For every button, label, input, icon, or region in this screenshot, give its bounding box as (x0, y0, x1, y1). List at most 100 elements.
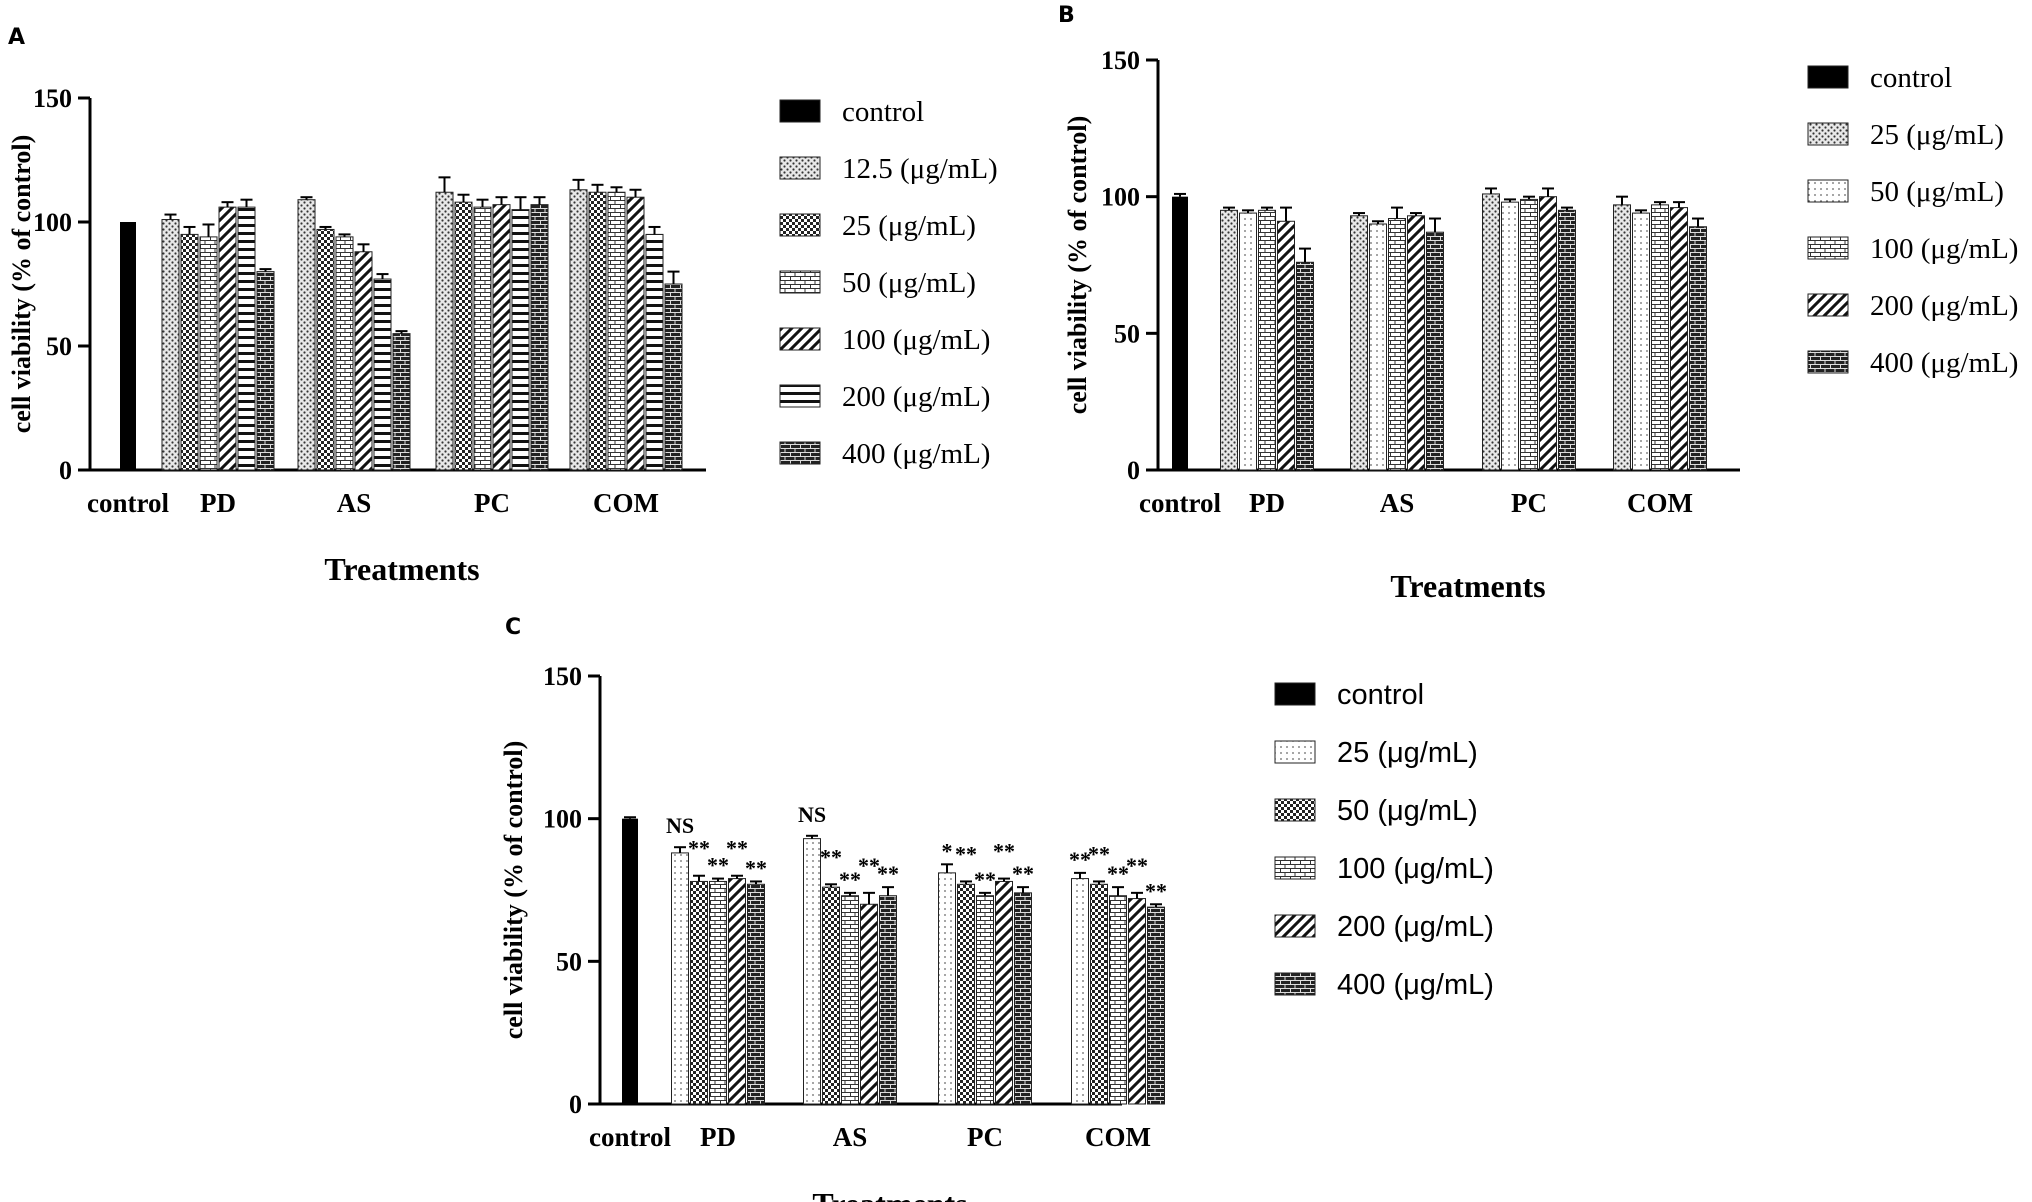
legend-label: 25 (μg/mL) (1870, 119, 2004, 151)
y-tick-label: 0 (1127, 456, 1140, 485)
bar-pd-0 (671, 852, 689, 1105)
bar-pc-5 (530, 204, 549, 471)
legend-label: control (1870, 62, 1952, 94)
bar-as-1 (1369, 223, 1387, 471)
legend-swatch (779, 441, 821, 465)
x-tick-label-com: COM (593, 488, 659, 518)
bar-pd-2 (709, 880, 727, 1105)
bar-com-4 (1689, 226, 1707, 471)
x-tick-label-control: control (1139, 488, 1221, 518)
legend-label: 200 (μg/mL) (1870, 290, 2018, 322)
legend-label: control (842, 96, 924, 128)
x-axis-title: Treatments (324, 551, 479, 587)
bar-com-1 (1632, 212, 1650, 471)
bar-as-3 (1407, 215, 1425, 471)
bar-com-4 (645, 233, 664, 471)
bar-com-0 (1071, 878, 1089, 1105)
legend-swatch (1274, 856, 1316, 880)
x-tick-label-as: AS (833, 1122, 868, 1152)
legend-swatch (1807, 293, 1849, 317)
legend-label: 100 (μg/mL) (1870, 233, 2018, 265)
significance-label: ** (974, 867, 996, 892)
significance-label: ** (745, 855, 767, 880)
legend-swatch (779, 213, 821, 237)
x-axis-title: Treatments (812, 1186, 967, 1202)
legend-swatch (1807, 122, 1849, 146)
x-tick-label-com: COM (1085, 1122, 1151, 1152)
legend-swatch (1274, 914, 1316, 938)
significance-label: NS (798, 802, 826, 827)
x-tick-label-pd: PD (200, 488, 236, 518)
legend-label: 50 (μg/mL) (842, 267, 976, 299)
bar-com-3 (1670, 207, 1688, 471)
legend-label: 100 (μg/mL) (842, 324, 990, 356)
bar-as-2 (335, 236, 354, 471)
bar-pd-0 (161, 219, 180, 471)
significance-label: ** (955, 841, 977, 866)
bar-control (120, 222, 136, 470)
bar-pd-4 (237, 206, 256, 471)
bar-pd-5 (256, 271, 275, 471)
legend-swatch (779, 384, 821, 408)
bar-pd-2 (1258, 209, 1276, 471)
bar-as-1 (822, 886, 840, 1105)
bar-as-4 (879, 895, 897, 1105)
bar-pc-2 (1520, 198, 1538, 471)
y-tick-label: 0 (59, 456, 72, 485)
chart-panel-a: 0 50 100 150 cell viability (% of control) Tr… (7, 84, 998, 587)
legend-swatch (1807, 350, 1849, 374)
legend-swatch (779, 327, 821, 351)
bar-com-2 (607, 191, 626, 471)
x-tick-label-control: control (87, 488, 169, 518)
bar-as-2 (1388, 218, 1406, 471)
bar-com-1 (588, 191, 607, 471)
x-tick-label-pd: PD (700, 1122, 736, 1152)
legend-swatch (779, 99, 821, 123)
significance-label: ** (726, 836, 748, 861)
legend-swatch (1274, 798, 1316, 822)
bar-as-4 (1426, 231, 1444, 471)
significance-label: ** (1088, 841, 1110, 866)
bar-pd-1 (180, 233, 199, 471)
significance-label: ** (707, 853, 729, 878)
legend-label: 50 (μg/mL) (1870, 176, 2004, 208)
bar-pc-3 (1539, 196, 1557, 471)
bar-com-3 (1128, 898, 1146, 1105)
bar-control (1172, 196, 1188, 470)
bar-pd-1 (1239, 212, 1257, 471)
y-tick-label: 150 (543, 662, 582, 691)
x-tick-label-com: COM (1627, 488, 1693, 518)
bar-as-0 (1350, 215, 1368, 471)
significance-label: ** (993, 839, 1015, 864)
legend-label: control (1337, 679, 1424, 711)
legend-label: 400 (μg/mL) (1337, 969, 1494, 1001)
bar-pc-0 (435, 191, 454, 471)
x-tick-label-pd: PD (1249, 488, 1285, 518)
y-tick-label: 0 (569, 1090, 582, 1119)
bar-pd-1 (690, 880, 708, 1105)
y-tick-label: 150 (33, 84, 72, 113)
legend-label: 400 (μg/mL) (1870, 347, 2018, 379)
bar-pd-3 (218, 206, 237, 471)
legend-swatch (779, 156, 821, 180)
x-tick-label-pc: PC (967, 1122, 1003, 1152)
bar-as-0 (297, 199, 316, 471)
bar-pc-0 (1482, 193, 1500, 471)
bar-com-4 (1147, 906, 1165, 1105)
bar-pd-4 (1296, 261, 1314, 471)
x-axis-title: Treatments (1390, 568, 1545, 604)
y-tick-label: 150 (1101, 46, 1140, 75)
legend-label: 25 (μg/mL) (1337, 737, 1478, 769)
chart-panel-b: 0 50 100 150 cell viability (% of control) Tr… (1063, 46, 2018, 604)
y-tick-label: 100 (33, 208, 72, 237)
bar-pc-3 (995, 880, 1013, 1105)
bar-pc-4 (511, 209, 530, 471)
legend-swatch (1807, 65, 1849, 89)
bar-pc-0 (938, 872, 956, 1105)
panel-c-letter: C (505, 615, 521, 640)
bar-com-0 (1613, 204, 1631, 471)
y-tick-label: 50 (1114, 319, 1140, 348)
y-axis-title: cell viability (% of control) (1063, 116, 1092, 414)
bar-pc-4 (1014, 892, 1032, 1105)
panel-a-letter: A (8, 25, 25, 50)
